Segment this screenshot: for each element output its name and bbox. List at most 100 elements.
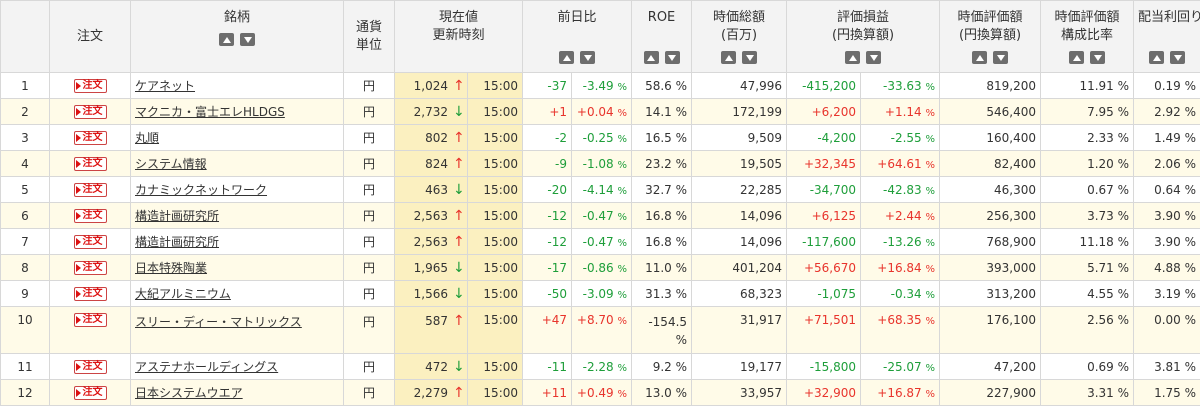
current-price: 824 (425, 156, 448, 171)
up-arrow-icon: ↑ (453, 207, 465, 224)
profit-loss-percent: -25.07 % (860, 353, 941, 380)
profit-loss: +56,670 (786, 254, 862, 281)
order-button[interactable]: 注文 (73, 182, 107, 197)
order-button[interactable]: 注文 (73, 78, 107, 93)
order-button[interactable]: 注文 (73, 385, 107, 400)
sort-ascending-icon[interactable] (559, 51, 575, 64)
order-button[interactable]: 注文 (73, 130, 107, 145)
header-no (0, 0, 50, 73)
table-row: 4 注文 システム情報 円 824 ↑ 15:00 -9 -1.08 % 23.2 % 19,505… (0, 150, 1200, 177)
change-percent: +8.70 % (571, 306, 633, 354)
currency-cell: 円 (343, 98, 395, 125)
composition-ratio: 1.20 % (1040, 150, 1135, 177)
stock-name-link[interactable]: カナミックネットワーク (135, 183, 268, 197)
stock-name-link[interactable]: アステナホールディングス (135, 360, 279, 374)
order-button[interactable]: 注文 (73, 286, 107, 301)
currency-cell: 円 (343, 254, 395, 281)
sort-ascending-icon[interactable] (721, 51, 737, 64)
sort-descending-icon[interactable] (1170, 51, 1186, 64)
price-cell: 802 ↑ (394, 124, 468, 151)
dividend-yield: 2.92 % (1133, 98, 1200, 125)
order-button[interactable]: 注文 (73, 359, 107, 374)
order-button[interactable]: 注文 (73, 208, 107, 223)
profit-loss-percent: -33.63 % (860, 72, 941, 99)
table-row: 12 注文 日本システムウエア 円 2,279 ↑ 15:00 +11 +0.49 % 13.0 … (0, 379, 1200, 406)
market-value: 256,300 (939, 202, 1042, 229)
play-icon (75, 107, 81, 116)
row-number: 9 (0, 280, 50, 307)
profit-loss: +6,125 (786, 202, 862, 229)
market-cap: 31,917 (691, 306, 788, 354)
composition-ratio: 0.69 % (1040, 353, 1135, 380)
sort-ascending-icon[interactable] (845, 51, 861, 64)
sort-ascending-icon[interactable] (1149, 51, 1165, 64)
sort-descending-icon[interactable] (742, 51, 758, 64)
stock-name-cell: カナミックネットワーク (130, 176, 344, 203)
update-time: 15:00 (466, 124, 524, 151)
order-button[interactable]: 注文 (73, 260, 107, 275)
dividend-yield: 0.19 % (1133, 72, 1200, 99)
dividend-yield: 2.06 % (1133, 150, 1200, 177)
stock-name-cell: 大紀アルミニウム (130, 280, 344, 307)
table-row: 9 注文 大紀アルミニウム 円 1,566 ↓ 15:00 -50 -3.09 % 31.3 % 6… (0, 280, 1200, 307)
stock-name-link[interactable]: スリー・ディー・マトリックス (135, 315, 302, 329)
stock-name-link[interactable]: 丸順 (135, 131, 160, 145)
market-value: 46,300 (939, 176, 1042, 203)
sort-descending-icon[interactable] (580, 51, 596, 64)
price-cell: 1,566 ↓ (394, 280, 468, 307)
order-button[interactable]: 注文 (73, 104, 107, 119)
profit-loss: +32,900 (786, 379, 862, 406)
sort-ascending-icon[interactable] (643, 51, 659, 64)
price-cell: 1,024 ↑ (394, 72, 468, 99)
play-icon (75, 289, 81, 298)
sort-descending-icon[interactable] (1090, 51, 1106, 64)
market-cap: 33,957 (691, 379, 788, 406)
current-price: 2,563 (413, 208, 448, 223)
sort-descending-icon[interactable] (866, 51, 882, 64)
current-price: 2,563 (413, 234, 448, 249)
roe-value: 11.0 % (631, 254, 693, 281)
row-number: 2 (0, 98, 50, 125)
sort-ascending-icon[interactable] (219, 33, 234, 46)
order-button[interactable]: 注文 (73, 156, 107, 171)
down-arrow-icon: ↓ (453, 259, 465, 276)
sort-descending-icon[interactable] (993, 51, 1009, 64)
sort-descending-icon[interactable] (240, 33, 255, 46)
profit-loss-percent: +16.84 % (860, 254, 941, 281)
profit-loss-percent: -42.83 % (860, 176, 941, 203)
stock-name-link[interactable]: ケアネット (135, 79, 196, 93)
sort-ascending-icon[interactable] (1069, 51, 1085, 64)
change-percent: -3.49 % (571, 72, 633, 99)
play-icon (75, 263, 81, 272)
sort-descending-icon[interactable] (664, 51, 680, 64)
stock-name-link[interactable]: 日本システムウエア (135, 386, 243, 400)
roe-value: 16.8 % (631, 228, 693, 255)
roe-value: -154.5 % (631, 306, 693, 354)
stock-name-link[interactable]: 日本特殊陶業 (135, 261, 208, 275)
current-price: 463 (425, 182, 448, 197)
market-cap: 401,204 (691, 254, 788, 281)
sort-ascending-icon[interactable] (972, 51, 988, 64)
profit-loss: -117,600 (786, 228, 862, 255)
stock-name-link[interactable]: マクニカ・富士エレHLDGS (135, 105, 285, 119)
up-arrow-icon: ↑ (453, 77, 465, 94)
row-number: 12 (0, 379, 50, 406)
market-cap: 68,323 (691, 280, 788, 307)
row-number: 7 (0, 228, 50, 255)
price-cell: 472 ↓ (394, 353, 468, 380)
price-cell: 2,563 ↑ (394, 228, 468, 255)
table-row: 10 注文 スリー・ディー・マトリックス 円 587 ↑ 15:00 +47 +8.70 % -1… (0, 306, 1200, 354)
order-button[interactable]: 注文 (73, 234, 107, 249)
order-button[interactable]: 注文 (73, 313, 107, 327)
order-cell: 注文 (49, 379, 131, 406)
stock-name-link[interactable]: 構造計画研究所 (135, 209, 220, 223)
up-arrow-icon: ↑ (453, 384, 465, 401)
stock-name-link[interactable]: システム情報 (135, 157, 207, 171)
profit-loss-percent: -2.55 % (860, 124, 941, 151)
table-row: 5 注文 カナミックネットワーク 円 463 ↓ 15:00 -20 -4.14 % 32.7 %… (0, 176, 1200, 203)
stock-name-link[interactable]: 構造計画研究所 (135, 235, 220, 249)
dividend-yield: 1.49 % (1133, 124, 1200, 151)
change-percent: -0.47 % (571, 228, 633, 255)
stock-name-link[interactable]: 大紀アルミニウム (135, 287, 231, 301)
